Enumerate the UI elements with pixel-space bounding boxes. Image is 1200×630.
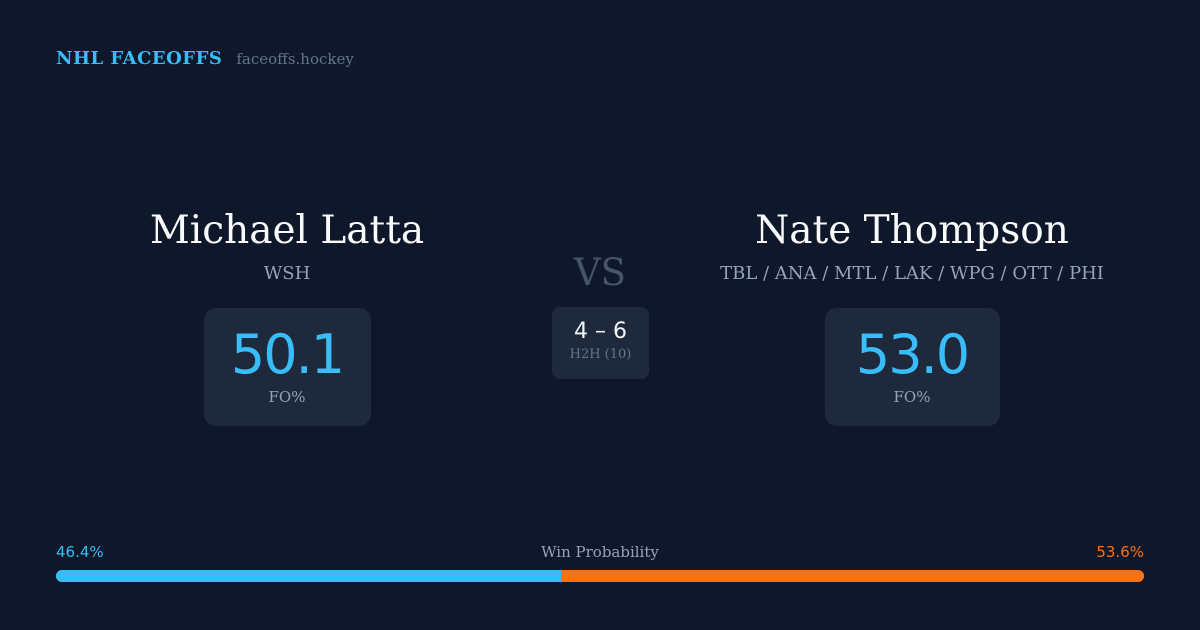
player-right-stat-card: 53.0 FO% [824, 308, 1000, 426]
player-left-name: Michael Latta [149, 208, 425, 253]
player-left-stat-card: 50.1 FO% [203, 308, 371, 426]
player-left-panel: Michael Latta WSH 50.1 FO% [87, 206, 487, 426]
player-right-faceoff-percentage: 53.0 [855, 323, 970, 386]
player-right-name: Nate Thompson [755, 208, 1069, 253]
head-to-head-label: H2H (10) [569, 347, 632, 362]
player-right-panel: Nate Thompson TBL / ANA / MTL / LAK / WP… [662, 206, 1162, 426]
versus-label: VS [573, 251, 627, 294]
brand-url[interactable]: faceoffs.hockey [236, 50, 354, 68]
player-left-faceoff-percentage: 50.1 [230, 323, 345, 386]
player-right-team: TBL / ANA / MTL / LAK / WPG / OTT / PHI [720, 263, 1104, 284]
win-probability-title: Win Probability [541, 543, 659, 561]
player-left-team: WSH [263, 263, 311, 284]
player-right-stat-label: FO% [893, 388, 931, 406]
win-probability-left-value: 46.4% [56, 543, 104, 561]
head-to-head-card: 4 – 6 H2H (10) [552, 307, 649, 379]
brand-name[interactable]: NHL FACEOFFS [56, 48, 223, 69]
brand-header: NHL FACEOFFS faceoffs.hockey [56, 48, 354, 69]
player-left-stat-label: FO% [268, 388, 306, 406]
win-probability-bar [56, 570, 1144, 582]
win-probability-right-value: 53.6% [1096, 543, 1144, 561]
head-to-head-score: 4 – 6 [574, 319, 627, 344]
win-probability-bar-left [56, 570, 561, 582]
win-probability-bar-right [560, 570, 1144, 582]
